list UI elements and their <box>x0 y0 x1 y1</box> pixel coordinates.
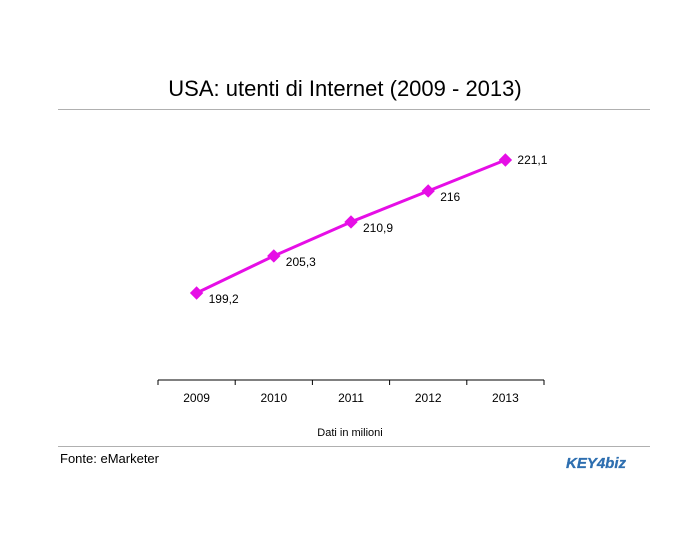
data-point-2012 <box>421 184 435 198</box>
data-label-2012: 216 <box>440 190 460 204</box>
data-point-2013 <box>498 153 513 167</box>
data-point-2009 <box>189 286 204 300</box>
key4biz-logo: KEY4biz <box>566 455 627 472</box>
source-text: Fonte: eMarketer <box>60 451 159 466</box>
data-point-2010 <box>267 249 281 263</box>
data-label-2009: 199,2 <box>209 292 239 306</box>
data-label-2013: 221,1 <box>517 153 547 167</box>
x-tick-label-2011: 2011 <box>338 391 364 405</box>
footer-divider <box>58 446 650 447</box>
x-axis-label: Dati in milioni <box>317 427 383 439</box>
data-label-2011: 210,9 <box>363 221 393 235</box>
chart-title: USA: utenti di Internet (2009 - 2013) <box>168 76 522 101</box>
x-tick-label-2012: 2012 <box>415 391 442 405</box>
x-tick-label-2013: 2013 <box>492 391 519 405</box>
data-label-2010: 205,3 <box>286 255 316 269</box>
x-tick-label-2010: 2010 <box>260 391 287 405</box>
title-divider <box>58 109 650 110</box>
x-tick-label-2009: 2009 <box>183 391 210 405</box>
logo-text: KEY4biz <box>566 455 627 472</box>
data-point-2011 <box>344 215 358 229</box>
